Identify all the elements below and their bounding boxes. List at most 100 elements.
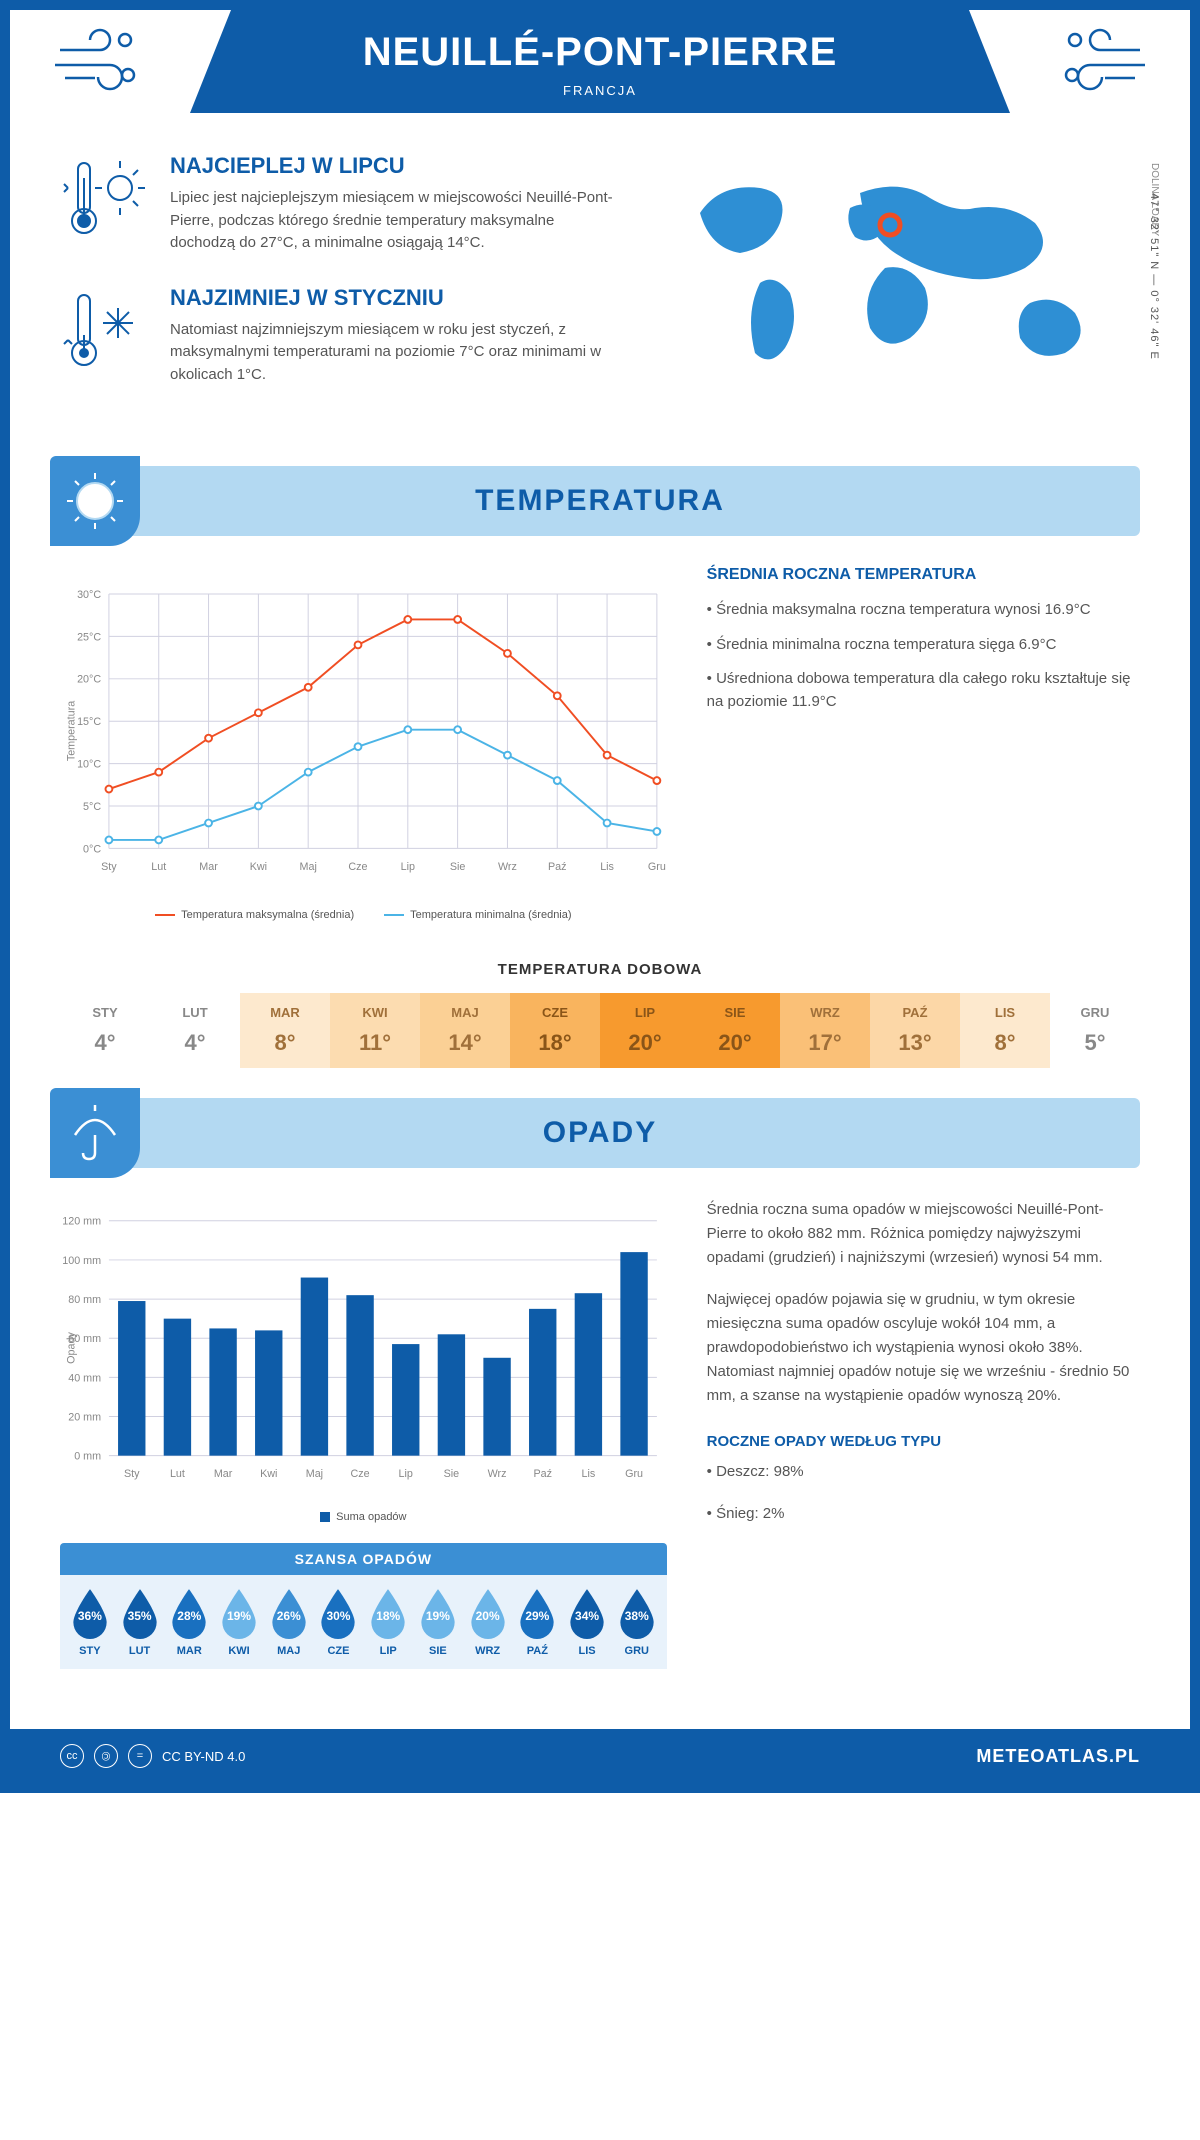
license-text: CC BY-ND 4.0 (162, 1749, 245, 1764)
precip-banner: OPADY (60, 1098, 1140, 1168)
daily-cell: MAJ14° (420, 993, 510, 1068)
svg-text:30°C: 30°C (77, 589, 101, 601)
svg-text:Kwi: Kwi (260, 1468, 277, 1480)
svg-text:5°C: 5°C (83, 801, 101, 813)
svg-text:Lis: Lis (582, 1468, 596, 1480)
cc-icon: cc (60, 1744, 84, 1768)
svg-text:Paź: Paź (533, 1468, 552, 1480)
header-banner: NEUILLÉ-PONT-PIERRE FRANCJA (190, 10, 1010, 113)
hot-block: NAJCIEPLEJ W LIPCU Lipiec jest najcieple… (60, 153, 620, 255)
svg-text:15°C: 15°C (77, 716, 101, 728)
thermometer-hot-icon (60, 153, 150, 243)
precip-type-2: • Śnieg: 2% (707, 1502, 1140, 1526)
svg-text:Kwi: Kwi (250, 861, 267, 873)
sun-icon (50, 456, 140, 546)
country-name: FRANCJA (190, 83, 1010, 98)
chance-title: SZANSA OPADÓW (60, 1543, 667, 1575)
chance-cell: 28%MAR (164, 1587, 214, 1657)
by-icon: 🄯 (94, 1744, 118, 1768)
temp-banner: TEMPERATURA (60, 466, 1140, 536)
header-wrap: NEUILLÉ-PONT-PIERRE FRANCJA (10, 10, 1190, 113)
top-content: NAJCIEPLEJ W LIPCU Lipiec jest najcieple… (10, 113, 1190, 446)
coordinates: 47° 32' 51" N — 0° 32' 46" E (1148, 193, 1160, 360)
svg-text:0°C: 0°C (83, 843, 101, 855)
daily-temp-table: STY4°LUT4°MAR8°KWI11°MAJ14°CZE18°LIP20°S… (60, 993, 1140, 1068)
chance-cell: 18%LIP (363, 1587, 413, 1657)
daily-cell: MAR8° (240, 993, 330, 1068)
temp-bullet-1: • Średnia maksymalna roczna temperatura … (707, 599, 1140, 622)
svg-text:Wrz: Wrz (498, 861, 517, 873)
svg-text:Gru: Gru (648, 861, 666, 873)
chance-cell: 19%KWI (214, 1587, 264, 1657)
temp-chart-box: 0°C5°C10°C15°C20°C25°C30°CStyLutMarKwiMa… (60, 566, 667, 921)
chance-cell: 19%SIE (413, 1587, 463, 1657)
svg-text:Lut: Lut (170, 1468, 185, 1480)
daily-cell: STY4° (60, 993, 150, 1068)
svg-text:20°C: 20°C (77, 674, 101, 686)
legend-precip: Suma opadów (336, 1511, 406, 1523)
chance-cell: 26%MAJ (264, 1587, 314, 1657)
svg-text:Cze: Cze (351, 1468, 370, 1480)
daily-cell: LIP20° (600, 993, 690, 1068)
svg-text:Maj: Maj (306, 1468, 323, 1480)
thermometer-cold-icon (60, 285, 150, 375)
svg-text:Wrz: Wrz (488, 1468, 507, 1480)
svg-text:Cze: Cze (348, 861, 367, 873)
precip-legend: Suma opadów (60, 1511, 667, 1523)
cold-text: Natomiast najzimniejszym miesiącem w rok… (170, 319, 620, 387)
precip-type-1: • Deszcz: 98% (707, 1460, 1140, 1484)
svg-text:120 mm: 120 mm (62, 1216, 101, 1228)
svg-text:Lis: Lis (600, 861, 614, 873)
chance-cell: 36%STY (65, 1587, 115, 1657)
chance-cell: 30%CZE (314, 1587, 364, 1657)
page-container: NEUILLÉ-PONT-PIERRE FRANCJA NAJCIEPLEJ W… (0, 0, 1200, 1793)
temp-line-chart: 0°C5°C10°C15°C20°C25°C30°CStyLutMarKwiMa… (60, 566, 667, 896)
footer: cc 🄯 = CC BY-ND 4.0 METEOATLAS.PL (10, 1729, 1190, 1783)
svg-text:20 mm: 20 mm (68, 1411, 101, 1423)
nd-icon: = (128, 1744, 152, 1768)
chance-cell: 20%WRZ (463, 1587, 513, 1657)
svg-text:Maj: Maj (300, 861, 317, 873)
svg-text:Lut: Lut (151, 861, 166, 873)
svg-text:Sie: Sie (450, 861, 466, 873)
temp-section: 0°C5°C10°C15°C20°C25°C30°CStyLutMarKwiMa… (10, 536, 1190, 951)
daily-temp-title: TEMPERATURA DOBOWA (10, 961, 1190, 978)
footer-site: METEOATLAS.PL (976, 1746, 1140, 1767)
svg-text:100 mm: 100 mm (62, 1255, 101, 1267)
chance-cell: 34%LIS (562, 1587, 612, 1657)
svg-text:10°C: 10°C (77, 759, 101, 771)
svg-text:Mar: Mar (199, 861, 218, 873)
hot-title: NAJCIEPLEJ W LIPCU (170, 153, 620, 179)
climate-info: NAJCIEPLEJ W LIPCU Lipiec jest najcieple… (60, 153, 620, 416)
temp-bullet-2: • Średnia minimalna roczna temperatura s… (707, 634, 1140, 657)
svg-text:Temperatura: Temperatura (66, 701, 78, 761)
precip-left: 0 mm20 mm40 mm60 mm80 mm100 mm120 mmStyL… (60, 1198, 667, 1669)
daily-cell: SIE20° (690, 993, 780, 1068)
daily-cell: GRU5° (1050, 993, 1140, 1068)
svg-text:40 mm: 40 mm (68, 1372, 101, 1384)
cold-block: NAJZIMNIEJ W STYCZNIU Natomiast najzimni… (60, 285, 620, 387)
cold-title: NAJZIMNIEJ W STYCZNIU (170, 285, 620, 311)
hot-text: Lipiec jest najcieplejszym miesiącem w m… (170, 187, 620, 255)
svg-text:Mar: Mar (214, 1468, 233, 1480)
precip-section: 0 mm20 mm40 mm60 mm80 mm100 mm120 mmStyL… (10, 1168, 1190, 1699)
avg-temp-title: ŚREDNIA ROCZNA TEMPERATURA (707, 566, 1140, 584)
temp-section-title: TEMPERATURA (60, 484, 1140, 518)
svg-text:Lip: Lip (401, 861, 415, 873)
chance-row: 36%STY35%LUT28%MAR19%KWI26%MAJ30%CZE18%L… (60, 1575, 667, 1669)
daily-cell: PAŹ13° (870, 993, 960, 1068)
precip-para-1: Średnia roczna suma opadów w miejscowośc… (707, 1198, 1140, 1270)
svg-text:Sie: Sie (444, 1468, 460, 1480)
city-name: NEUILLÉ-PONT-PIERRE (190, 30, 1010, 75)
svg-text:80 mm: 80 mm (68, 1294, 101, 1306)
daily-cell: LIS8° (960, 993, 1050, 1068)
wind-icon-right (1050, 20, 1150, 114)
legend-max: Temperatura maksymalna (średnia) (181, 909, 354, 921)
svg-text:Sty: Sty (101, 861, 117, 873)
svg-text:Gru: Gru (625, 1468, 643, 1480)
temp-bullet-3: • Uśredniona dobowa temperatura dla całe… (707, 668, 1140, 713)
daily-cell: LUT4° (150, 993, 240, 1068)
daily-cell: WRZ17° (780, 993, 870, 1068)
footer-license: cc 🄯 = CC BY-ND 4.0 (60, 1744, 245, 1768)
chance-cell: 29%PAŹ (512, 1587, 562, 1657)
